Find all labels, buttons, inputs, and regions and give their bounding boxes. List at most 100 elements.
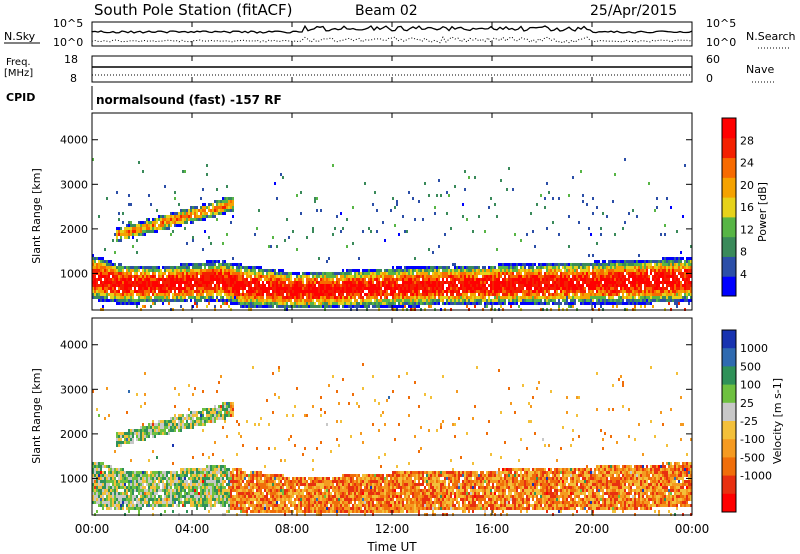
- heatmap-cell: [152, 501, 154, 504]
- heatmap-cell: [354, 272, 356, 275]
- heatmap-cell: [682, 266, 684, 269]
- heatmap-cell: [690, 275, 692, 278]
- heatmap-cell: [328, 305, 330, 308]
- heatmap-cell: [456, 269, 458, 272]
- heatmap-cell: [596, 263, 598, 266]
- heatmap-cell: [128, 284, 130, 287]
- heatmap-cell: [294, 296, 296, 299]
- heatmap-cell: [92, 489, 94, 492]
- heatmap-cell: [340, 284, 342, 287]
- heatmap-cell: [510, 272, 512, 275]
- heatmap-cell: [356, 284, 358, 287]
- heatmap-cell: [396, 299, 398, 302]
- heatmap-cell: [478, 302, 480, 305]
- heatmap-cell: [540, 275, 542, 278]
- heatmap-cell: [390, 293, 392, 296]
- heatmap-cell: [300, 299, 302, 302]
- heatmap-cell: [690, 287, 692, 290]
- heatmap-cell: [120, 501, 122, 504]
- heatmap-cell: [432, 299, 434, 302]
- heatmap-cell: [138, 287, 140, 290]
- heatmap-cell: [530, 278, 532, 281]
- heatmap-cell: [662, 296, 664, 299]
- heatmap-cell: [276, 281, 278, 284]
- heatmap-cell: [636, 293, 638, 296]
- heatmap-cell: [536, 269, 538, 272]
- heatmap-cell: [502, 299, 504, 302]
- heatmap-cell: [536, 302, 538, 305]
- heatmap-cell: [656, 275, 658, 278]
- heatmap-cell: [558, 275, 560, 278]
- heatmap-cell: [586, 266, 588, 269]
- heatmap-cell: [494, 290, 496, 293]
- heatmap-cell: [494, 299, 496, 302]
- heatmap-cell: [156, 281, 158, 284]
- heatmap-cell: [594, 278, 596, 281]
- heatmap-cell: [150, 227, 152, 230]
- heatmap-cell: [498, 269, 500, 272]
- heatmap-cell: [150, 224, 152, 227]
- heatmap-cell: [330, 296, 332, 299]
- heatmap-cell: [484, 305, 486, 308]
- heatmap-cell: [298, 275, 300, 278]
- heatmap-cell: [286, 275, 288, 278]
- heatmap-cell: [490, 302, 492, 305]
- heatmap-cell: [546, 302, 548, 305]
- heatmap-cell: [298, 284, 300, 287]
- heatmap-cell: [378, 272, 380, 275]
- heatmap-cell: [562, 272, 564, 275]
- power-colorbar-tick: 8: [740, 246, 747, 259]
- heatmap-cell: [486, 293, 488, 296]
- heatmap-cell: [572, 284, 574, 287]
- heatmap-cell: [116, 435, 118, 438]
- heatmap-cell: [236, 296, 238, 299]
- heatmap-cell: [246, 266, 248, 269]
- heatmap-cell: [326, 281, 328, 284]
- heatmap-cell: [230, 278, 232, 281]
- heatmap-cell: [256, 293, 258, 296]
- heatmap-cell: [660, 281, 662, 284]
- heatmap-cell: [144, 477, 146, 480]
- heatmap-cell: [148, 492, 150, 495]
- heatmap-cell: [280, 173, 282, 176]
- heatmap-cell: [624, 284, 626, 287]
- heatmap-cell: [304, 287, 306, 290]
- heatmap-cell: [170, 212, 172, 215]
- heatmap-cell: [520, 299, 522, 302]
- heatmap-cell: [408, 284, 410, 287]
- heatmap-cell: [380, 281, 382, 284]
- heatmap-cell: [206, 296, 208, 299]
- heatmap-cell: [268, 296, 270, 299]
- heatmap-cell: [144, 230, 146, 233]
- heatmap-cell: [140, 281, 142, 284]
- heatmap-cell: [490, 284, 492, 287]
- heatmap-cell: [368, 296, 370, 299]
- heatmap-cell: [422, 266, 424, 269]
- heatmap-cell: [118, 287, 120, 290]
- heatmap-cell: [652, 278, 654, 281]
- heatmap-cell: [280, 302, 282, 305]
- heatmap-cell: [658, 281, 660, 284]
- heatmap-cell: [474, 266, 476, 269]
- heatmap-cell: [400, 284, 402, 287]
- heatmap-cell: [476, 302, 478, 305]
- heatmap-cell: [288, 236, 290, 239]
- heatmap-cell: [156, 296, 158, 299]
- heatmap-cell: [680, 266, 682, 269]
- heatmap-cell: [640, 305, 642, 308]
- heatmap-cell: [92, 158, 94, 161]
- heatmap-cell: [514, 269, 516, 272]
- heatmap-cell: [658, 266, 660, 269]
- heatmap-cell: [688, 269, 690, 272]
- heatmap-cell: [274, 182, 276, 185]
- heatmap-cell: [296, 284, 298, 287]
- heatmap-cell: [392, 197, 394, 200]
- heatmap-cell: [596, 290, 598, 293]
- heatmap-cell: [96, 284, 98, 287]
- heatmap-cell: [264, 305, 266, 308]
- heatmap-cell: [500, 299, 502, 302]
- heatmap-cell: [328, 284, 330, 287]
- heatmap-cell: [258, 302, 260, 305]
- heatmap-cell: [116, 191, 118, 194]
- heatmap-cell: [686, 287, 688, 290]
